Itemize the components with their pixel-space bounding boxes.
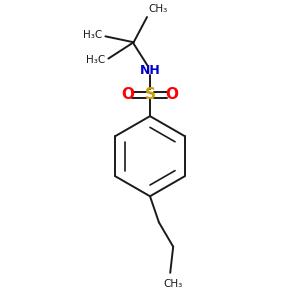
Text: H₃C: H₃C: [86, 55, 105, 65]
Text: O: O: [121, 87, 134, 102]
Text: CH₃: CH₃: [148, 4, 168, 14]
Text: O: O: [165, 87, 178, 102]
Text: NH: NH: [140, 64, 160, 77]
Text: S: S: [145, 87, 155, 102]
Text: CH₃: CH₃: [164, 279, 183, 289]
Text: H₃C: H₃C: [83, 30, 102, 40]
